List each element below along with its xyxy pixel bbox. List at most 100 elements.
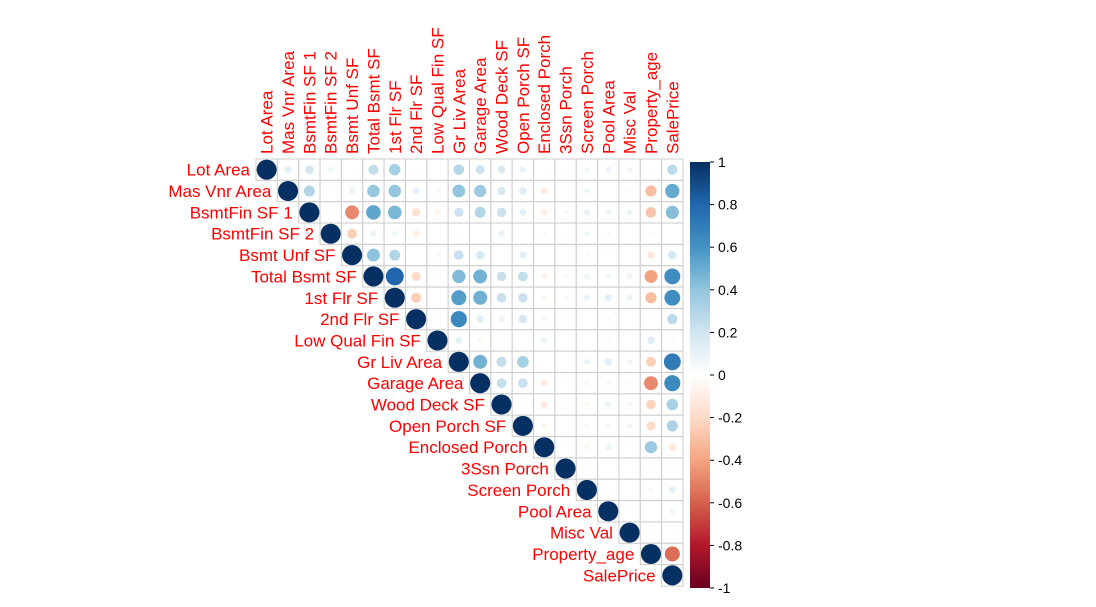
correlation-circle xyxy=(668,443,676,451)
correlation-circle xyxy=(606,338,611,343)
correlation-circle xyxy=(605,209,612,216)
correlation-circle xyxy=(563,295,568,301)
correlation-circle xyxy=(667,164,678,175)
correlation-circle xyxy=(367,184,380,198)
correlation-circle xyxy=(435,188,440,194)
row-label: 3Ssn Porch xyxy=(461,460,549,479)
correlation-circle xyxy=(585,466,589,471)
column-label: Property_age xyxy=(642,52,661,154)
row-label: Lot Area xyxy=(187,161,251,180)
correlation-circle xyxy=(540,187,548,195)
correlation-circle xyxy=(584,444,590,450)
correlation-circle xyxy=(342,245,363,266)
correlation-circle xyxy=(605,401,612,408)
colorbar: 1 0.8 0.6 0.4 0.2 0 -0.2 -0.4 -0.6 -0.8 -1 xyxy=(690,154,742,596)
correlation-circle xyxy=(563,381,568,385)
correlation-circle xyxy=(391,230,398,237)
column-label: 3Ssn Porch xyxy=(557,66,576,154)
correlation-circle xyxy=(498,316,505,323)
correlation-circle xyxy=(521,339,524,342)
correlation-circle xyxy=(387,205,402,220)
correlation-circle xyxy=(564,168,567,172)
row-label: Wood Deck SF xyxy=(371,396,485,415)
correlation-circle xyxy=(474,206,486,218)
correlation-circle xyxy=(496,271,507,282)
correlation-circle xyxy=(534,437,555,458)
row-label: Low Qual Fin SF xyxy=(294,331,421,350)
correlation-circle xyxy=(576,479,597,500)
correlation-circle xyxy=(644,441,658,454)
correlation-circle xyxy=(668,486,676,494)
grid-cell xyxy=(575,329,599,352)
correlation-circle xyxy=(427,330,448,351)
colorbar-tick-label: 0.8 xyxy=(718,197,738,213)
correlation-circle xyxy=(645,185,657,197)
correlation-circle xyxy=(277,180,299,202)
correlation-circle xyxy=(564,254,567,257)
correlation-circle xyxy=(647,251,655,259)
column-label: Wood Deck SF xyxy=(493,40,512,154)
correlation-circle xyxy=(541,423,547,429)
correlation-circle xyxy=(411,208,421,217)
correlation-circle xyxy=(646,356,656,367)
correlation-circle xyxy=(350,168,354,172)
colorbar-tick-label: -1 xyxy=(718,580,731,596)
correlation-circle xyxy=(645,207,657,218)
correlation-circle xyxy=(500,339,503,342)
correlation-circle xyxy=(541,209,548,216)
correlation-circle xyxy=(541,316,547,322)
correlation-circle xyxy=(517,271,528,282)
correlation-circle xyxy=(649,168,653,172)
correlation-circle xyxy=(542,231,547,236)
correlation-circle xyxy=(664,546,680,562)
correlation-circle xyxy=(666,398,679,411)
correlation-circle xyxy=(583,294,591,301)
correlation-circle xyxy=(389,249,401,261)
correlation-circle xyxy=(517,355,529,368)
column-labels: Lot Area Mas Vnr Area BsmtFin SF 1 BsmtFin … xyxy=(258,27,683,154)
colorbar-tick-label: 0 xyxy=(718,367,726,383)
column-label: Open Porch SF xyxy=(514,37,533,154)
correlation-circle xyxy=(627,381,632,386)
row-label: Enclosed Porch xyxy=(408,438,527,457)
correlation-circle xyxy=(626,209,633,216)
correlation-circle xyxy=(519,187,527,195)
correlation-circle xyxy=(555,458,576,479)
correlation-circle xyxy=(628,488,631,491)
colorbar-gradient xyxy=(690,162,710,588)
grid-cell xyxy=(511,222,535,245)
correlation-circle xyxy=(605,273,611,280)
correlation-circle xyxy=(662,565,683,586)
correlation-circle xyxy=(626,423,633,429)
column-label: BsmtFin SF 2 xyxy=(322,51,341,154)
correlation-circle xyxy=(305,165,314,175)
colorbar-tick-label: -0.2 xyxy=(718,410,742,426)
correlation-circle xyxy=(663,353,681,371)
correlation-circle xyxy=(649,510,652,513)
correlation-circle xyxy=(454,250,464,260)
colorbar-tick-label: 0.2 xyxy=(718,324,738,340)
colorbar-tick-label: -0.6 xyxy=(718,495,742,511)
correlation-circle xyxy=(606,317,611,322)
correlation-circle xyxy=(628,339,631,342)
correlation-circle xyxy=(498,230,505,237)
correlation-circle xyxy=(256,159,277,180)
correlation-circle xyxy=(491,394,512,415)
correlation-circle xyxy=(327,166,334,173)
correlation-circle xyxy=(411,292,422,303)
correlation-circle xyxy=(585,318,588,321)
correlation-circle xyxy=(584,231,590,237)
correlation-circle xyxy=(299,202,320,223)
correlation-circle xyxy=(607,190,610,193)
column-label: BsmtFin SF 1 xyxy=(300,51,319,154)
correlation-circle xyxy=(584,252,590,258)
correlation-circle xyxy=(605,444,612,451)
correlation-circle xyxy=(564,339,567,342)
correlation-circle xyxy=(670,531,674,535)
correlation-circle xyxy=(389,163,401,176)
correlation-circle xyxy=(542,168,546,172)
colorbar-tick-label: -0.4 xyxy=(718,452,742,468)
column-label: Total Bsmt SF xyxy=(364,48,383,154)
grid xyxy=(255,158,684,587)
row-label: Pool Area xyxy=(518,502,592,521)
